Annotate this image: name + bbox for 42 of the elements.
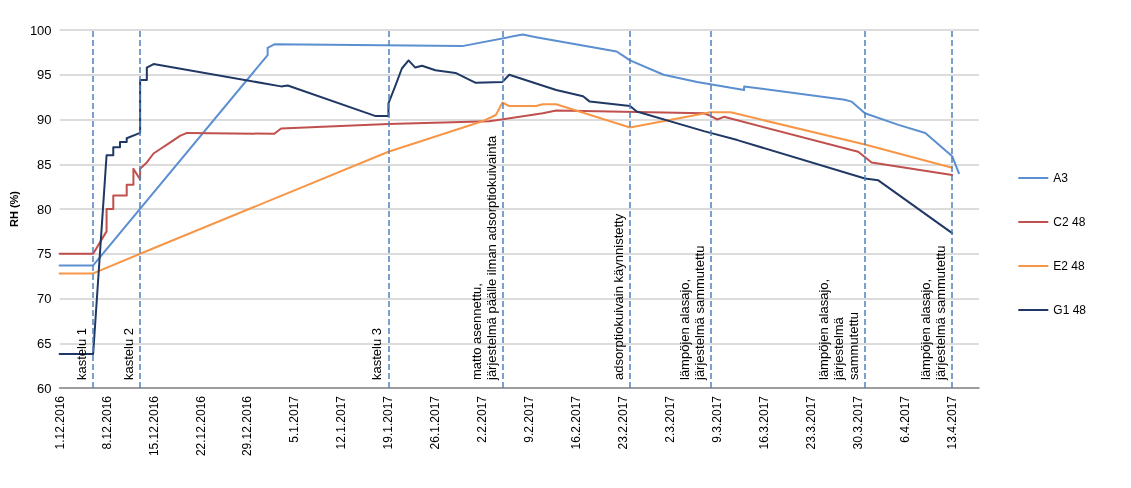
y-tick-label: 75 — [37, 246, 52, 262]
x-tick-label: 8.12.2016 — [99, 395, 114, 450]
legend-label: C2 48 — [1053, 215, 1086, 229]
x-tick-label: 2.3.2017 — [663, 395, 678, 443]
x-tick-label: 19.1.2017 — [381, 395, 396, 450]
ref-line-label: kastelu 3 — [369, 327, 385, 380]
x-tick-label: 9.3.2017 — [710, 395, 725, 443]
x-tick-label: 6.4.2017 — [898, 395, 913, 443]
y-tick-label: 85 — [37, 156, 52, 172]
legend-label: G1 48 — [1053, 303, 1087, 317]
x-tick-label: 29.12.2016 — [240, 395, 255, 457]
x-tick-label: 15.12.2016 — [146, 395, 161, 457]
x-tick-label: 23.2.2017 — [616, 395, 631, 450]
y-tick-label: 100 — [29, 22, 52, 38]
ref-line-label: lämpöjen alasajo, järjestelmä sammutettu — [815, 278, 861, 381]
x-tick-label: 5.1.2017 — [287, 395, 302, 443]
x-tick-label: 30.3.2017 — [851, 395, 866, 450]
x-tick-label: 22.12.2016 — [193, 395, 208, 457]
x-tick-label: 26.1.2017 — [428, 395, 443, 450]
legend-label: E2 48 — [1053, 259, 1085, 273]
y-tick-label: 70 — [37, 291, 52, 306]
y-axis-title: RH (%) — [7, 190, 20, 228]
x-tick-label: 1.12.2016 — [52, 395, 67, 450]
ref-line-label: kastelu 1 — [74, 327, 90, 380]
y-tick-label: 60 — [37, 380, 52, 396]
x-tick-label: 23.3.2017 — [804, 395, 819, 450]
x-tick-label: 16.3.2017 — [757, 395, 772, 450]
x-tick-label: 16.2.2017 — [569, 395, 584, 450]
y-tick-label: 90 — [37, 112, 52, 127]
ref-line-label: adsorptiokuivain käynnistetty — [611, 213, 627, 380]
legend-label: A3 — [1053, 171, 1069, 185]
x-tick-label: 12.1.2017 — [334, 395, 349, 450]
x-tick-label: 13.4.2017 — [945, 395, 960, 450]
y-tick-label: 65 — [37, 335, 52, 351]
y-tick-label: 95 — [37, 67, 52, 83]
y-tick-label: 80 — [37, 201, 52, 217]
ref-line-label: matto asennettu, järjestelmä päälle ilman adsorptiokuivainta — [468, 134, 499, 381]
x-tick-label: 9.2.2017 — [522, 395, 537, 443]
ref-line-label: lämpöjen alasajo, järjestelmä sammutettu — [676, 245, 707, 381]
ref-line-label: kastelu 2 — [121, 327, 137, 380]
ref-line-label: lämpöjen alasajo, järjestelmä sammutettu — [918, 245, 949, 381]
x-tick-label: 2.2.2017 — [475, 395, 490, 443]
